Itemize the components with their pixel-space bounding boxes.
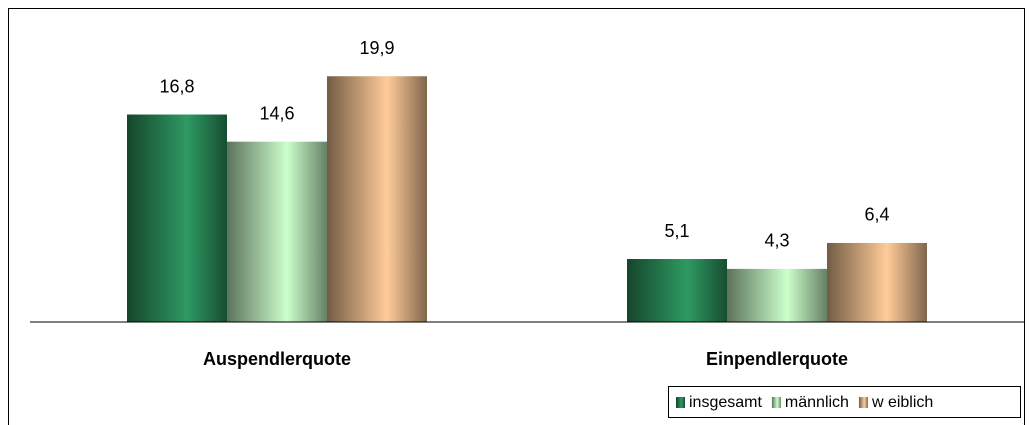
bar bbox=[627, 259, 727, 322]
legend-label: männlich bbox=[785, 394, 849, 411]
legend-label: insgesamt bbox=[689, 394, 762, 411]
bar bbox=[827, 242, 927, 322]
bar bbox=[127, 114, 227, 323]
legend-swatch bbox=[676, 397, 685, 408]
legend-label: w eiblich bbox=[871, 394, 933, 411]
x-tick-label: Einpendlerquote bbox=[706, 349, 848, 369]
bar bbox=[227, 141, 327, 322]
chart-border bbox=[8, 8, 1025, 425]
x-tick-label: Auspendlerquote bbox=[203, 349, 351, 369]
value-label: 5,1 bbox=[664, 221, 689, 241]
legend-swatch bbox=[858, 397, 868, 408]
value-label: 16,8 bbox=[159, 76, 194, 96]
value-label: 4,3 bbox=[764, 231, 789, 251]
bar bbox=[727, 268, 827, 322]
bar bbox=[327, 76, 427, 322]
value-label: 14,6 bbox=[259, 103, 294, 123]
legend-box bbox=[668, 386, 1021, 418]
value-label: 6,4 bbox=[864, 205, 889, 225]
value-label: 19,9 bbox=[359, 38, 394, 58]
legend-swatch bbox=[771, 397, 781, 408]
